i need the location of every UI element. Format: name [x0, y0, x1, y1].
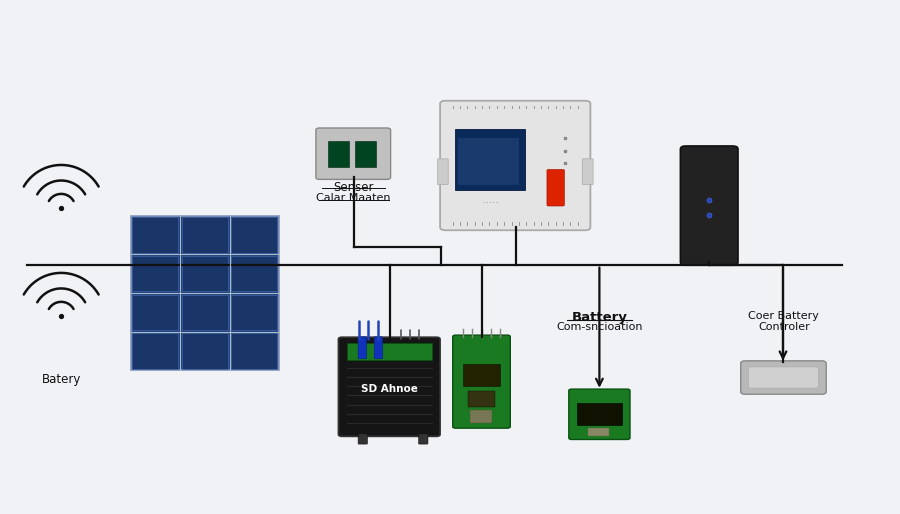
- Text: Calar Maaten: Calar Maaten: [317, 193, 391, 203]
- FancyBboxPatch shape: [468, 391, 495, 407]
- FancyBboxPatch shape: [346, 343, 432, 360]
- FancyBboxPatch shape: [132, 295, 178, 330]
- FancyBboxPatch shape: [741, 361, 826, 394]
- FancyBboxPatch shape: [358, 337, 366, 359]
- FancyBboxPatch shape: [358, 434, 367, 444]
- FancyBboxPatch shape: [374, 337, 382, 359]
- FancyBboxPatch shape: [569, 389, 630, 439]
- FancyBboxPatch shape: [231, 295, 277, 330]
- FancyBboxPatch shape: [464, 364, 500, 386]
- FancyBboxPatch shape: [182, 256, 228, 291]
- FancyBboxPatch shape: [231, 217, 277, 253]
- Text: Battery: Battery: [572, 311, 627, 324]
- Text: Coer Battery: Coer Battery: [749, 311, 819, 321]
- FancyBboxPatch shape: [231, 256, 277, 291]
- FancyBboxPatch shape: [130, 216, 279, 370]
- Text: Batery: Batery: [41, 373, 81, 386]
- FancyBboxPatch shape: [577, 403, 622, 425]
- FancyBboxPatch shape: [182, 217, 228, 253]
- FancyBboxPatch shape: [338, 337, 440, 436]
- FancyBboxPatch shape: [132, 217, 178, 253]
- FancyBboxPatch shape: [680, 146, 738, 265]
- FancyBboxPatch shape: [470, 410, 492, 423]
- FancyBboxPatch shape: [418, 434, 428, 444]
- Text: Senser: Senser: [333, 181, 374, 194]
- FancyBboxPatch shape: [437, 159, 448, 185]
- FancyBboxPatch shape: [231, 333, 277, 369]
- FancyBboxPatch shape: [355, 141, 376, 167]
- FancyBboxPatch shape: [440, 101, 590, 230]
- FancyBboxPatch shape: [589, 428, 609, 436]
- Text: Controler: Controler: [758, 322, 810, 332]
- FancyBboxPatch shape: [458, 138, 519, 185]
- Text: Com-sncioation: Com-sncioation: [556, 322, 643, 332]
- FancyBboxPatch shape: [182, 333, 228, 369]
- FancyBboxPatch shape: [455, 128, 525, 190]
- FancyBboxPatch shape: [328, 141, 349, 167]
- FancyBboxPatch shape: [316, 128, 391, 179]
- FancyBboxPatch shape: [749, 367, 818, 388]
- FancyBboxPatch shape: [182, 295, 228, 330]
- FancyBboxPatch shape: [547, 170, 564, 206]
- FancyBboxPatch shape: [582, 159, 593, 185]
- Text: - - - - -: - - - - -: [482, 200, 498, 205]
- FancyBboxPatch shape: [453, 335, 510, 428]
- FancyBboxPatch shape: [132, 333, 178, 369]
- Text: SD Ahnoe: SD Ahnoe: [361, 383, 418, 394]
- FancyBboxPatch shape: [132, 256, 178, 291]
